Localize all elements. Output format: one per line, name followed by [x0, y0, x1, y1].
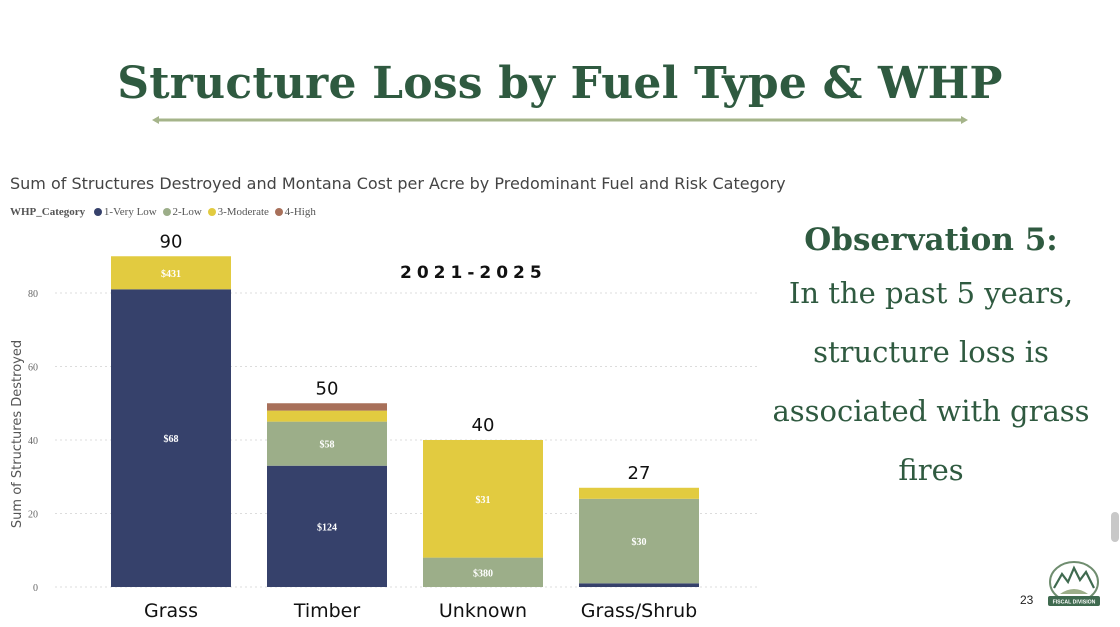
bar-segment	[267, 465, 387, 587]
bar-segment	[579, 583, 699, 587]
legend-item-moderate[interactable]: 3-Moderate	[207, 206, 272, 218]
chart-title: Sum of Structures Destroyed and Montana …	[10, 174, 786, 193]
bar-segment-label: $68	[164, 434, 179, 445]
y-tick-label: 60	[28, 363, 38, 374]
bar-segment	[579, 498, 699, 584]
observation-heading: Observation 5:	[804, 222, 1058, 258]
bar-segment	[267, 403, 387, 411]
x-category-label: Grass	[144, 600, 198, 622]
x-category-label: Timber	[293, 600, 361, 622]
legend-label: 4-High	[284, 206, 316, 218]
legend-item-high[interactable]: 4-High	[274, 206, 316, 218]
bar-segment	[579, 487, 699, 499]
legend-item-low[interactable]: 2-Low	[162, 206, 205, 218]
title-divider	[152, 116, 968, 124]
bar-segment-label: $30	[632, 537, 647, 548]
legend-label: 3-Moderate	[217, 206, 269, 218]
slide-title: Structure Loss by Fuel Type & WHP	[117, 58, 1003, 109]
y-tick-label: 0	[33, 583, 38, 594]
bar-total-label: 27	[628, 463, 651, 484]
stacked-bar-chart: 0 20 40 60 80 Sum of Structures Destroyed $68 $…	[10, 231, 760, 622]
observation-panel: Observation 5: In the past 5 years, stru…	[770, 222, 1092, 500]
legend-label: 2-Low	[172, 206, 202, 218]
x-category-label: Grass/Shrub	[581, 600, 697, 622]
bar-segment	[423, 440, 543, 558]
bar-segment	[267, 421, 387, 466]
bar-segment-label: $31	[476, 495, 491, 506]
legend-swatch	[93, 208, 102, 216]
chart-legend: WHP_Category 1-Very Low 2-Low 3-Moderate…	[10, 206, 319, 218]
y-axis-label: Sum of Structures Destroyed	[10, 340, 25, 528]
bar-segment	[111, 289, 231, 587]
bar-segment-label: $380	[473, 568, 493, 579]
page-number: 23	[1020, 593, 1034, 607]
bar-segment	[111, 256, 231, 290]
legend-label: 1-Very Low	[103, 206, 157, 218]
scrollbar-thumb[interactable]	[1111, 512, 1119, 542]
bar-segment	[267, 410, 387, 422]
bar-segment-label: $124	[317, 522, 337, 533]
bar-total-label: 40	[472, 415, 495, 436]
bar-total-label: 90	[160, 231, 183, 252]
legend-swatch	[207, 208, 216, 216]
logo-text: FISCAL DIVISION	[1053, 600, 1096, 606]
y-tick-label: 80	[28, 289, 38, 300]
legend-swatch	[162, 208, 171, 216]
bar-segment-label: $431	[161, 269, 181, 280]
bar-segment	[423, 557, 543, 587]
y-tick-label: 40	[28, 436, 38, 447]
bar-segment-label: $58	[320, 440, 335, 451]
legend-title: WHP_Category	[10, 206, 86, 218]
y-tick-label: 20	[28, 510, 38, 521]
x-category-label: Unknown	[439, 600, 527, 622]
period-annotation: 2021-2025	[400, 263, 547, 283]
observation-text: In the past 5 years, structure loss is a…	[772, 276, 1090, 487]
fiscal-division-logo: FISCAL DIVISION	[1048, 561, 1100, 606]
legend-swatch	[274, 208, 283, 216]
legend-item-very-low[interactable]: 1-Very Low	[93, 206, 160, 218]
bar-total-label: 50	[316, 378, 339, 399]
